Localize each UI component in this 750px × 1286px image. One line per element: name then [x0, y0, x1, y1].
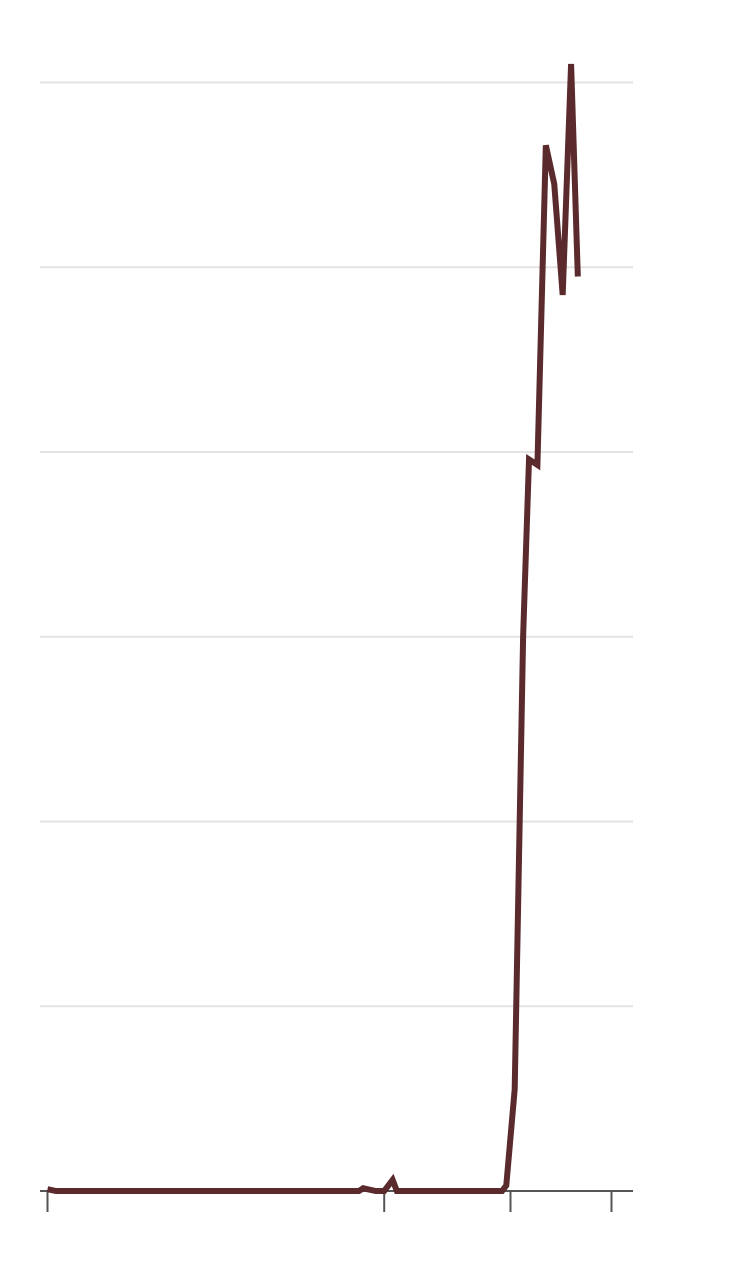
x-axis: [40, 1190, 633, 1212]
series-line-0: [46, 63, 581, 1194]
gridlines: [40, 81, 633, 1008]
series-layer: [46, 63, 581, 1194]
